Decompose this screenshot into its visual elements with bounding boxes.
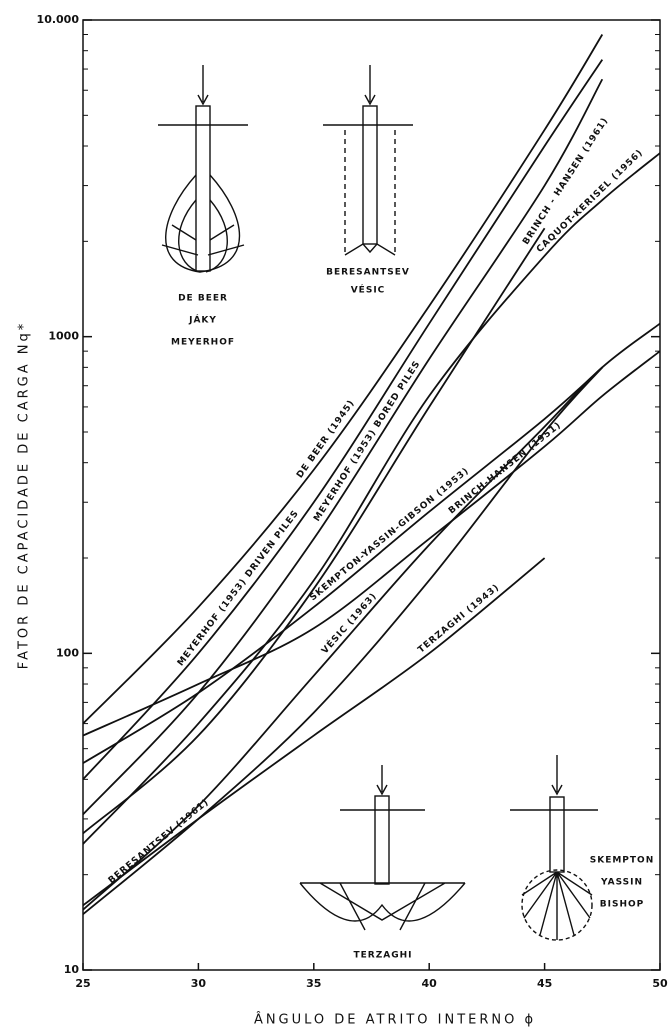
x-tick-label: 45 bbox=[537, 977, 552, 990]
diagram-de-beer bbox=[158, 65, 248, 273]
annotation: YASSIN bbox=[600, 878, 643, 888]
curve bbox=[83, 557, 546, 907]
series-label: BERESANTSEV (1961) bbox=[107, 797, 211, 886]
curve bbox=[83, 78, 604, 816]
x-tick-label: 25 bbox=[75, 977, 90, 990]
annotation: VÉSIC bbox=[351, 284, 386, 296]
annotation: BISHOP bbox=[600, 900, 644, 910]
annotation: DE BEER bbox=[178, 294, 228, 304]
curve bbox=[83, 152, 660, 845]
curve bbox=[83, 322, 660, 911]
curve bbox=[83, 59, 604, 780]
curve bbox=[83, 366, 603, 764]
x-tick-label: 35 bbox=[306, 977, 321, 990]
x-tick-label: 30 bbox=[191, 977, 207, 990]
y-tick-label: 100 bbox=[56, 646, 79, 659]
annotation: BERESANTSEV bbox=[326, 268, 410, 278]
y-axis-label: FATOR DE CAPACIDADE DE CARGA Nq* bbox=[17, 321, 32, 669]
annotation: MEYERHOF bbox=[171, 338, 235, 348]
series-label: TERZAGHI (1943) bbox=[416, 582, 501, 655]
x-tick-label: 40 bbox=[422, 977, 438, 990]
curve bbox=[83, 34, 604, 725]
diagram-beresantsev bbox=[323, 65, 413, 256]
x-axis-label: ÂNGULO DE ATRITO INTERNO ϕ bbox=[254, 1012, 536, 1028]
curve bbox=[83, 350, 660, 737]
annotation: TERZAGHI bbox=[354, 951, 413, 961]
y-tick-label: 1000 bbox=[48, 330, 79, 343]
diagram-terzaghi bbox=[299, 765, 466, 931]
y-tick-label: 10 bbox=[64, 963, 80, 976]
annotation: JÁKY bbox=[188, 314, 217, 326]
series-label: VÉSIC (1963) bbox=[319, 590, 380, 656]
diagram-skempton bbox=[510, 755, 598, 941]
x-tick-label: 50 bbox=[652, 977, 668, 990]
series-label: MEYERHOF (1953) DRIVEN PILES bbox=[176, 508, 301, 668]
plot-frame bbox=[82, 19, 661, 971]
curve bbox=[83, 366, 603, 915]
annotation: SKEMPTON bbox=[590, 856, 654, 866]
y-tick-label: 10.000 bbox=[37, 13, 80, 26]
